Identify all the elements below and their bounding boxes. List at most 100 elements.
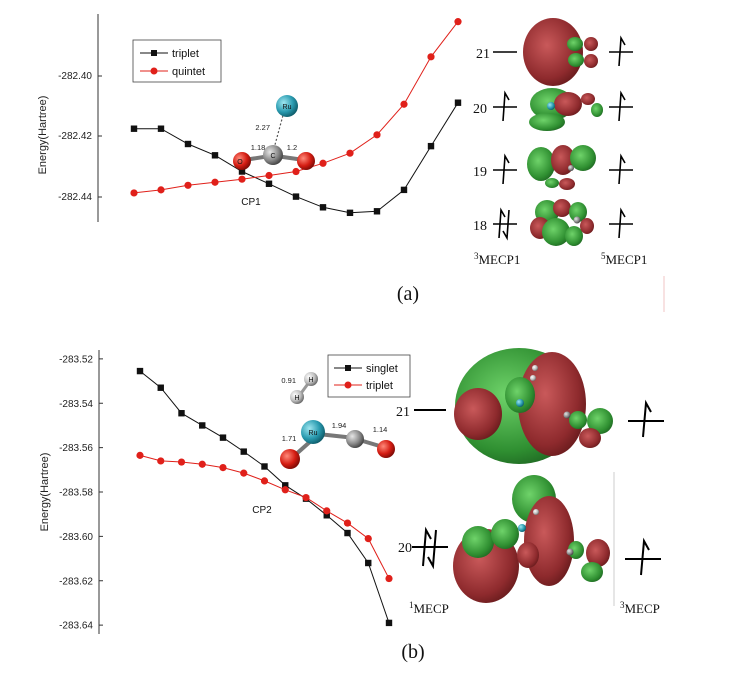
- panel-b-y-axis-title: Energy(Hartree): [39, 453, 51, 532]
- legend-label-singlet: singlet: [366, 363, 398, 375]
- panel-b-point-triplet: [323, 507, 331, 515]
- c-atom: [263, 145, 283, 165]
- state-label-sup: 1: [409, 600, 414, 610]
- panel-b-point-triplet: [302, 493, 310, 502]
- bond-length-label: 0.91: [281, 376, 296, 385]
- h-atom: [304, 372, 318, 386]
- spin-down-arrow: [427, 529, 437, 570]
- cp-label: CP2: [252, 505, 272, 516]
- spin-up-arrow: [502, 90, 510, 122]
- spin-up-arrow: [618, 153, 626, 185]
- panel-b-point-singlet: [365, 559, 372, 567]
- legend-marker-triplet: [344, 381, 352, 389]
- panel-b-point-singlet: [178, 410, 185, 417]
- panel-a-point-triplet: [211, 152, 219, 159]
- orbital-isosurface-18: [530, 199, 594, 246]
- panel-a-point-quintet: [238, 175, 246, 183]
- panel-a-plot-area: [130, 18, 462, 217]
- atom-label: H: [294, 395, 299, 402]
- panel-b-point-triplet: [260, 477, 269, 485]
- atom-label: Ru: [283, 104, 292, 111]
- panel-b-plot-area: [136, 367, 393, 627]
- panel-b-point-singlet: [157, 384, 164, 391]
- panel-a-orbital-diagram: 21 20: [473, 18, 647, 267]
- panel-a-point-quintet: [184, 181, 192, 189]
- orbital-number: 19: [473, 165, 487, 180]
- state-label-text: MECP: [414, 601, 449, 616]
- panel-a-point-quintet: [130, 189, 138, 197]
- panel-a-ytick-label: -282.40: [58, 71, 92, 82]
- legend-frame: [327, 354, 411, 398]
- panel-b-point-triplet: [343, 519, 352, 527]
- panel-b-ytick-label: -283.54: [59, 399, 93, 410]
- panel-b-orbital-diagram: 21 20: [396, 348, 664, 616]
- spin-up-arrow: [642, 399, 652, 438]
- panel-b-point-singlet: [385, 619, 393, 627]
- spin-up-arrow: [498, 207, 506, 239]
- panel-a-point-quintet: [346, 149, 354, 157]
- state-label-text: MECP1: [479, 252, 521, 267]
- o-atom: [377, 440, 395, 458]
- orbital-isosurface-21: [454, 348, 613, 464]
- panel-b-point-singlet: [344, 529, 351, 537]
- panel-b-point-singlet: [323, 512, 330, 519]
- bond-length-label: 1.14: [373, 425, 388, 434]
- panel-a-point-triplet: [427, 142, 435, 150]
- ru-atom: [301, 420, 325, 444]
- panel-b-point-triplet: [198, 460, 206, 468]
- orbital-number: 20: [473, 102, 487, 117]
- panel-b-legend: singlet triplet: [327, 354, 411, 398]
- panel-a-ytick-label: -282.44: [58, 192, 92, 203]
- panel-b-point-triplet: [364, 534, 372, 543]
- orbital-number: 18: [473, 219, 487, 234]
- legend-frame: [132, 39, 222, 83]
- panel-b-ytick-label: -283.58: [59, 488, 93, 499]
- panel-b-point-singlet: [219, 434, 227, 441]
- state-label-text: MECP1: [606, 252, 648, 267]
- panel-a-point-triplet: [292, 193, 300, 200]
- h-atom: [290, 390, 304, 404]
- spin-up-arrow: [618, 90, 626, 122]
- spin-up-arrow: [618, 35, 626, 67]
- panel-b-point-triplet: [219, 463, 227, 472]
- cp-label: CP1: [241, 197, 261, 208]
- panel-a-molecule-cp1: Ru O C 2.27 1.18 1.2 CP1: [233, 95, 315, 208]
- panel-a-ytick-label: -282.42: [58, 131, 92, 142]
- panel-b-point-singlet: [261, 463, 268, 470]
- panel-a-point-triplet: [238, 168, 246, 175]
- bond-length-label: 1.18: [251, 143, 266, 152]
- panel-a-point-quintet: [157, 186, 165, 194]
- state-label-text: MECP: [625, 601, 660, 616]
- panel-b-ytick-group: -283.52 -283.54 -283.56 -283.58 -283.60 -283.…: [59, 354, 103, 632]
- bond-length-label: 2.27: [255, 123, 270, 132]
- bond-length-label: 1.71: [282, 434, 297, 443]
- o-atom: [233, 152, 251, 170]
- state-label-sup: 3: [474, 251, 479, 261]
- panel-a-point-triplet: [130, 125, 138, 132]
- panel-b-series-line-triplet: [139, 454, 390, 579]
- panel-a-point-quintet: [427, 53, 435, 61]
- panel-a-point-triplet: [265, 180, 273, 187]
- panel-b-series-line-singlet: [139, 370, 390, 624]
- panel-a-axes: -282.40 -282.42 -282.44 Energy(Hartree): [37, 14, 102, 222]
- panel-b-point-singlet: [136, 367, 144, 375]
- orbital-isosurface-21: [523, 18, 598, 86]
- legend-label-triplet: triplet: [172, 48, 199, 60]
- panel-a-legend: triplet quintet: [132, 39, 222, 83]
- panel-b-ytick-label: -283.56: [59, 443, 93, 454]
- spin-up-arrow: [618, 207, 626, 239]
- state-label-right: 5MECP1: [601, 251, 647, 267]
- spin-up-arrow: [422, 526, 432, 567]
- panel-a-y-axis-title: Energy(Hartree): [37, 96, 49, 175]
- atom-label: H: [308, 377, 313, 384]
- panel-b-point-triplet: [136, 451, 144, 459]
- panel-b-point-triplet: [385, 574, 393, 583]
- c-atom: [346, 430, 364, 448]
- panel-a-point-quintet: [400, 100, 408, 108]
- panel-a-point-quintet: [265, 171, 273, 180]
- panel-b-axes: -283.52 -283.54 -283.56 -283.58 -283.60 -283.…: [39, 350, 103, 634]
- panel-b-point-triplet: [240, 469, 248, 477]
- spin-up-arrow: [502, 153, 510, 185]
- state-label-sup: 5: [601, 251, 606, 261]
